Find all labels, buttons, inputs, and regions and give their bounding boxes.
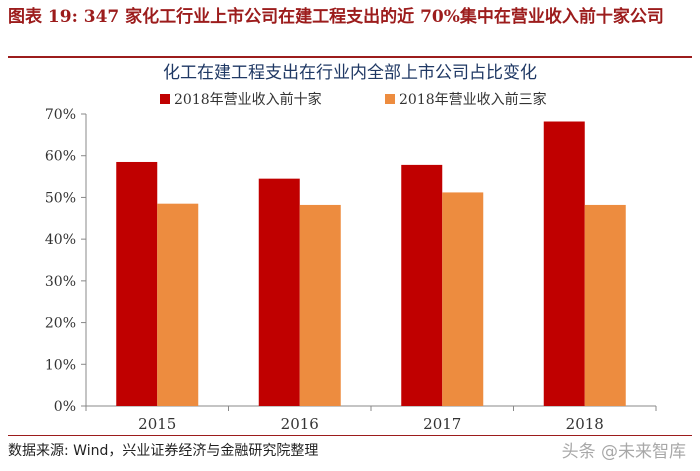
x-tick-label: 2015 bbox=[138, 415, 176, 433]
y-tick-label: 30% bbox=[45, 274, 76, 290]
legend-label-2: 2018年营业收入前三家 bbox=[399, 91, 547, 108]
data-source: 数据来源: Wind，兴业证券经济与金融研究院整理 bbox=[8, 443, 319, 459]
y-tick-label: 0% bbox=[54, 399, 76, 415]
legend-swatch-1 bbox=[160, 94, 170, 104]
x-tick-label: 2016 bbox=[281, 415, 319, 433]
y-tick-label: 60% bbox=[45, 149, 76, 165]
bar-series2-2015 bbox=[157, 203, 199, 406]
bar-series2-2018 bbox=[584, 204, 626, 406]
legend-label-1: 2018年营业收入前十家 bbox=[174, 91, 322, 108]
bar-series1-2017 bbox=[401, 164, 443, 406]
x-axis: 2015 2016 2017 2018 bbox=[85, 405, 657, 433]
bar-series1-2016 bbox=[258, 178, 300, 406]
source-divider bbox=[8, 435, 692, 436]
y-tick-label: 70% bbox=[45, 107, 76, 123]
y-tick-label: 20% bbox=[45, 316, 76, 332]
bar-series2-2017 bbox=[442, 192, 484, 406]
watermark-text: 头条 @未来智库 bbox=[561, 442, 686, 462]
bars bbox=[116, 121, 626, 406]
x-tick-label: 2017 bbox=[423, 415, 461, 433]
bar-series1-2015 bbox=[116, 161, 158, 406]
legend-swatch-2 bbox=[385, 94, 395, 104]
legend: 2018年营业收入前十家 2018年营业收入前三家 bbox=[160, 91, 547, 108]
caption-divider bbox=[8, 56, 692, 58]
y-tick-label: 40% bbox=[45, 232, 76, 248]
bar-series2-2016 bbox=[299, 204, 341, 406]
x-tick-label: 2018 bbox=[566, 415, 604, 433]
figure-caption: 图表 19: 347 家化工行业上市公司在建工程支出的近 70%集中在营业收入前… bbox=[8, 7, 664, 27]
y-tick-label: 50% bbox=[45, 190, 76, 206]
chart-title: 化工在建工程支出在行业内全部上市公司占比变化 bbox=[163, 63, 537, 83]
bar-series1-2018 bbox=[543, 121, 585, 406]
y-axis: 0% 10% 20% 30% 40% 50% 60% 70% bbox=[45, 107, 87, 415]
y-tick-label: 10% bbox=[45, 357, 76, 373]
bar-chart: 化工在建工程支出在行业内全部上市公司占比变化 2018年营业收入前十家 2018年… bbox=[45, 63, 657, 433]
